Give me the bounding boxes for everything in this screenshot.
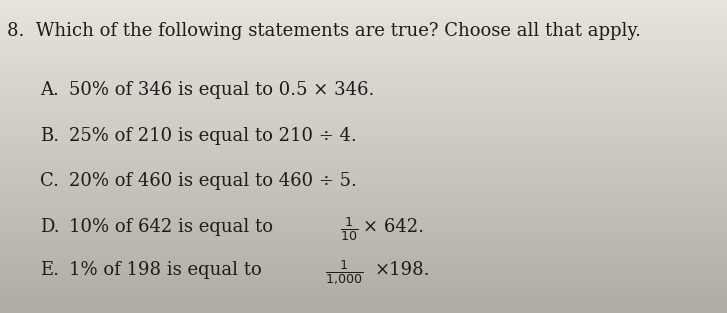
Text: E.: E. bbox=[40, 261, 59, 280]
Text: 10% of 642 is equal to: 10% of 642 is equal to bbox=[69, 218, 279, 236]
Text: A.: A. bbox=[40, 81, 59, 100]
Text: 1% of 198 is equal to: 1% of 198 is equal to bbox=[69, 261, 268, 280]
Text: 8.  Which of the following statements are true? Choose all that apply.: 8. Which of the following statements are… bbox=[7, 22, 641, 40]
Text: × 642.: × 642. bbox=[363, 218, 424, 236]
Text: 50% of 346 is equal to 0.5 × 346.: 50% of 346 is equal to 0.5 × 346. bbox=[69, 81, 374, 100]
Text: $\mathregular{\frac{1}{1{,}000}}$: $\mathregular{\frac{1}{1{,}000}}$ bbox=[325, 259, 364, 287]
Text: D.: D. bbox=[40, 218, 60, 236]
Text: $\mathregular{\frac{1}{10}}$: $\mathregular{\frac{1}{10}}$ bbox=[340, 215, 358, 243]
Text: 25% of 210 is equal to 210 ÷ 4.: 25% of 210 is equal to 210 ÷ 4. bbox=[69, 127, 357, 145]
Text: ×198.: ×198. bbox=[374, 261, 430, 280]
Text: B.: B. bbox=[40, 127, 59, 145]
Text: 20% of 460 is equal to 460 ÷ 5.: 20% of 460 is equal to 460 ÷ 5. bbox=[69, 172, 357, 190]
Text: C.: C. bbox=[40, 172, 59, 190]
